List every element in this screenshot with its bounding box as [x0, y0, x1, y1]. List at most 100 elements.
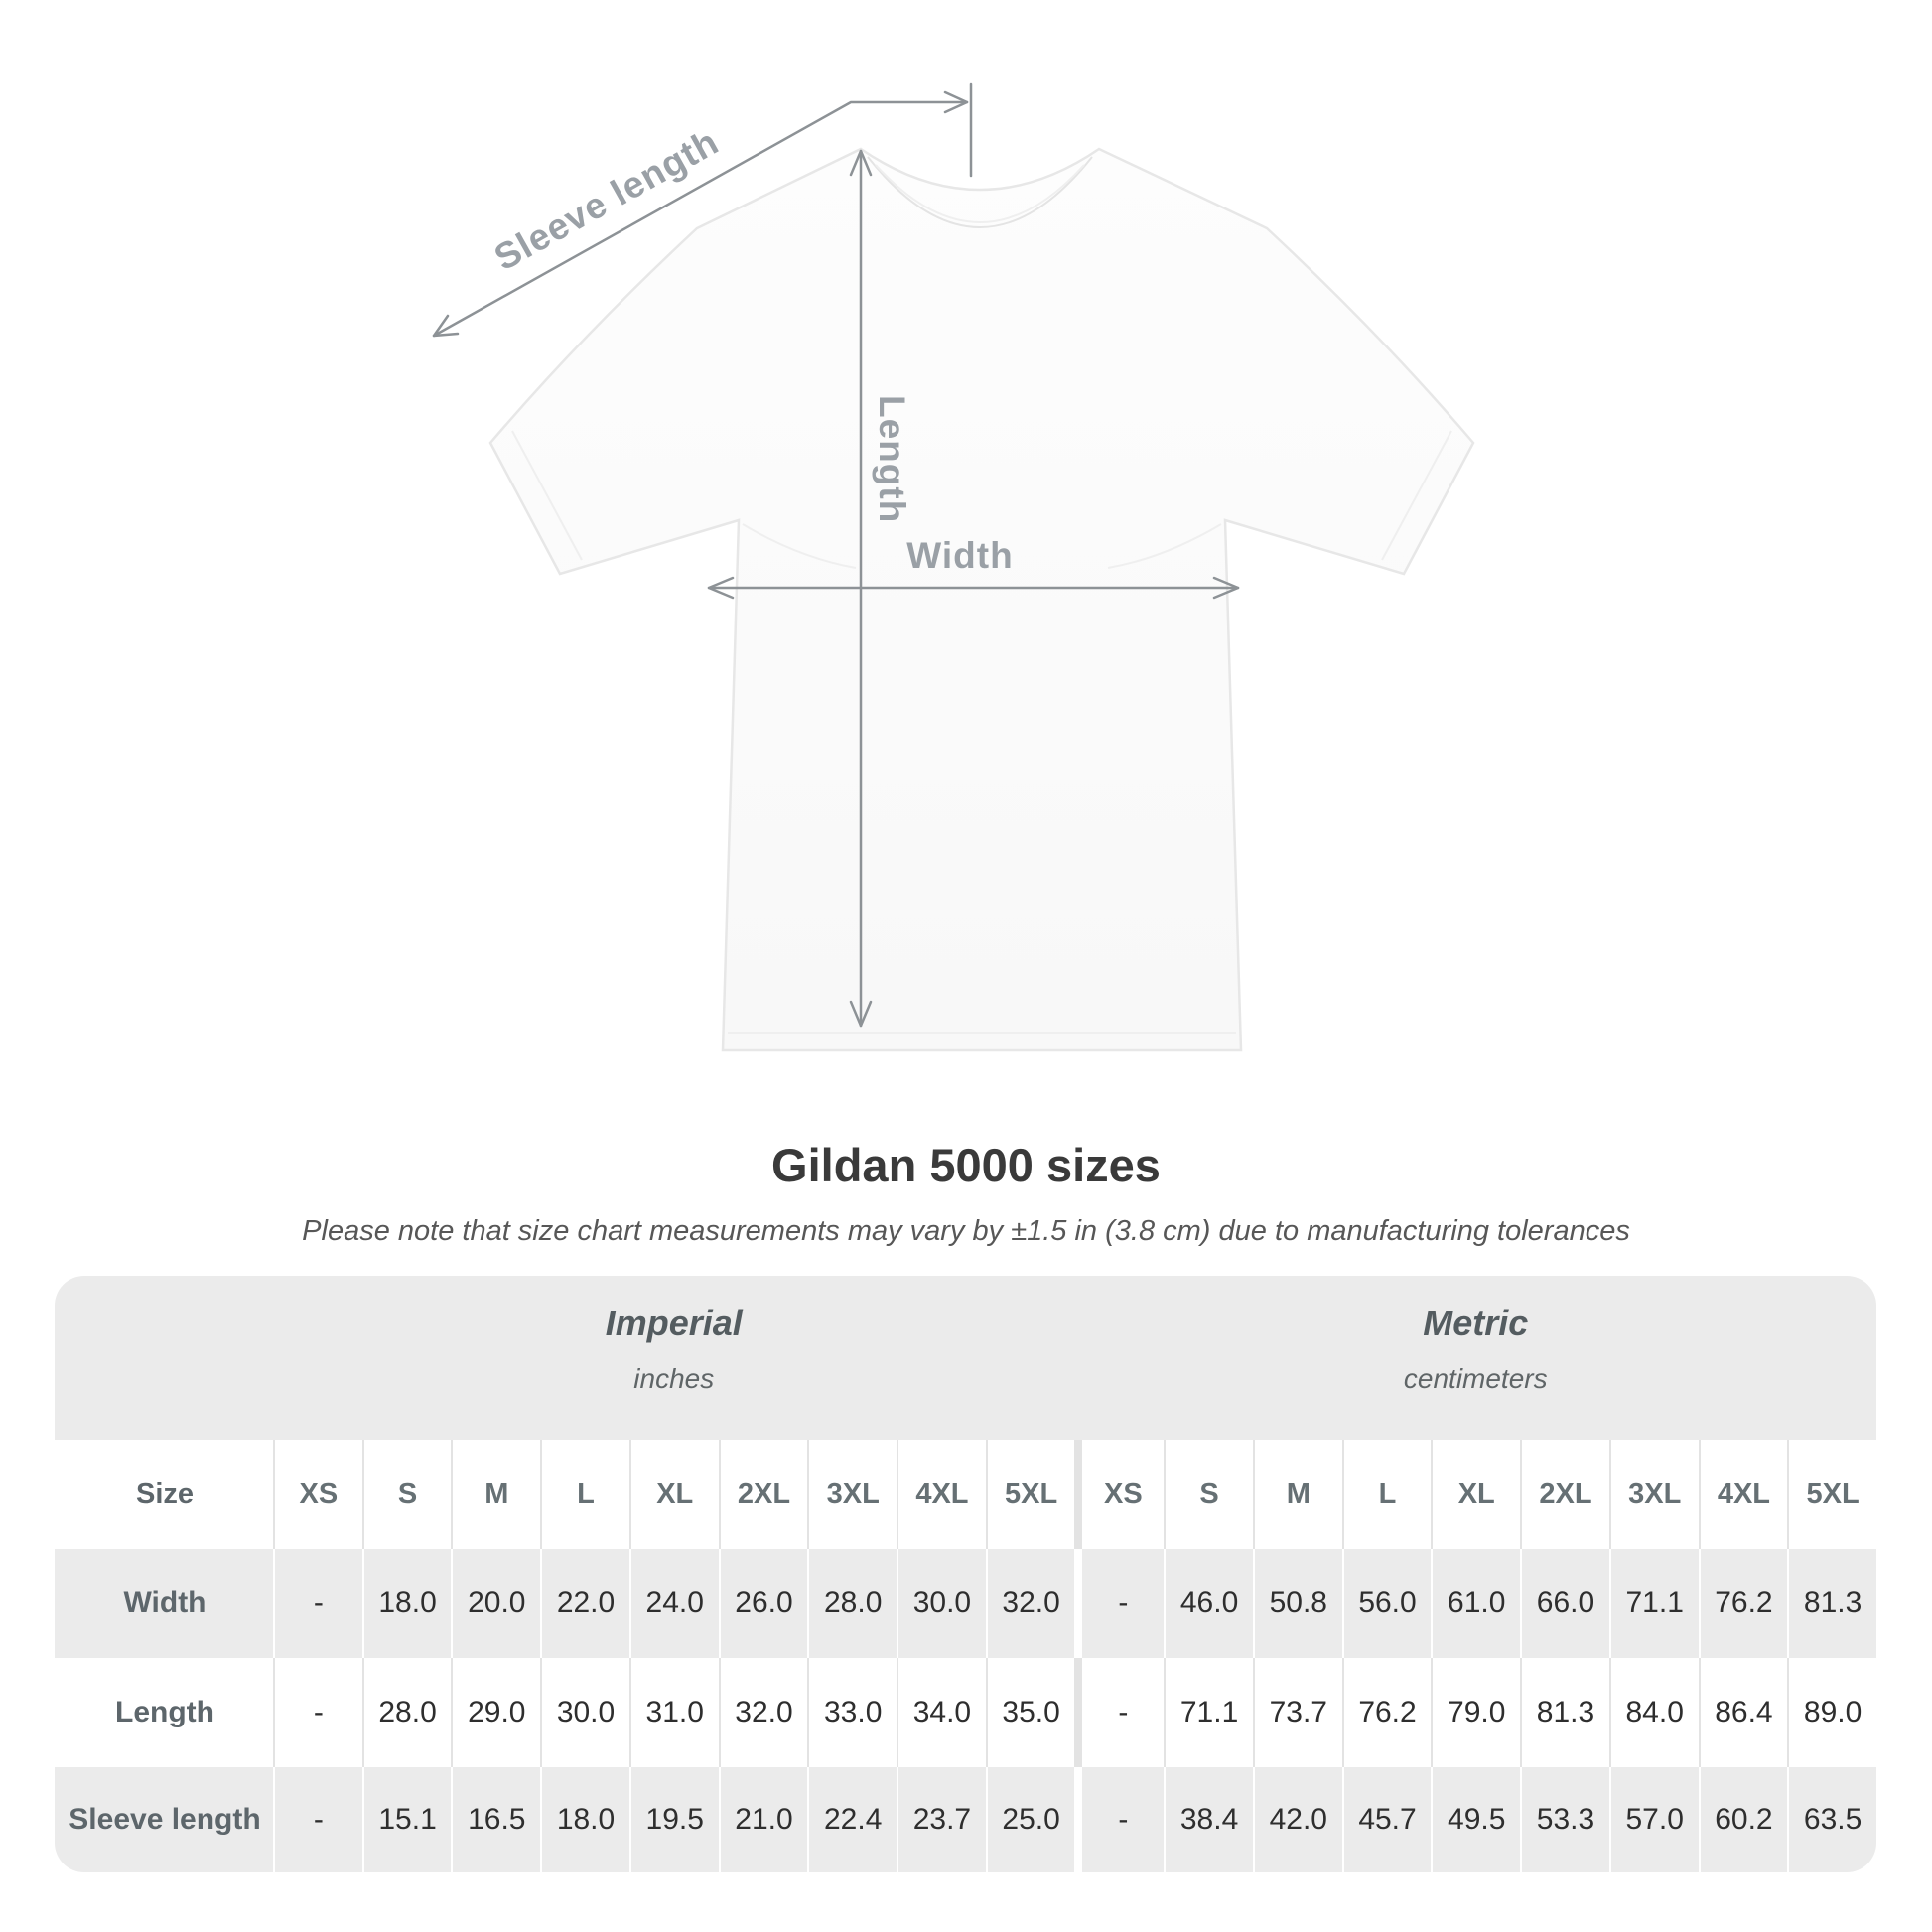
value-cell: 18.0: [361, 1549, 452, 1658]
value-cell: -: [1074, 1658, 1165, 1767]
value-cell: 33.0: [807, 1658, 897, 1767]
value-cell: 15.1: [361, 1767, 452, 1872]
arrowhead-right: [1212, 576, 1240, 600]
value-cell: 28.0: [361, 1658, 452, 1767]
value-cell: 22.4: [807, 1767, 897, 1872]
arrowhead-up: [849, 149, 873, 177]
row-label: Width: [55, 1549, 273, 1658]
value-cell: 19.5: [628, 1767, 719, 1872]
value-cell: -: [1074, 1767, 1165, 1872]
tshirt-measurement-diagram: Sleeve length Length Width: [432, 82, 1475, 1052]
value-cell: 38.4: [1164, 1767, 1253, 1872]
value-cell: 25.0: [985, 1767, 1075, 1872]
value-cell: 23.7: [897, 1767, 986, 1872]
width-annotation: Width: [707, 535, 1240, 600]
size-col-header: L: [1341, 1440, 1432, 1549]
size-col-header: XL: [628, 1440, 719, 1549]
size-col-header: M: [1252, 1440, 1342, 1549]
value-cell: 53.3: [1520, 1767, 1609, 1872]
value-cell: 57.0: [1608, 1767, 1699, 1872]
size-col-header: 4XL: [897, 1440, 986, 1549]
tshirt-body: [488, 147, 1475, 1052]
collar-inner-seam: [867, 156, 1093, 228]
value-cell: -: [1074, 1549, 1165, 1658]
tolerance-note: Please note that size chart measurements…: [302, 1215, 1630, 1247]
size-col-header: XL: [1431, 1440, 1521, 1549]
value-cell: 24.0: [628, 1549, 719, 1658]
value-cell: 18.0: [540, 1767, 629, 1872]
size-col-header: S: [361, 1440, 452, 1549]
value-cell: 16.5: [451, 1767, 541, 1872]
metric-group-header: Metric centimeters: [1075, 1276, 1877, 1440]
value-cell: 63.5: [1787, 1767, 1876, 1872]
collar-band-seam: [875, 164, 1085, 223]
value-cell: 22.0: [540, 1549, 629, 1658]
size-col-header: 4XL: [1698, 1440, 1788, 1549]
value-cell: 56.0: [1341, 1549, 1432, 1658]
size-col-header: 2XL: [718, 1440, 808, 1549]
row-label: Length: [55, 1658, 273, 1767]
value-cell: 66.0: [1520, 1549, 1609, 1658]
value-cell: 81.3: [1520, 1658, 1609, 1767]
value-cell: 21.0: [718, 1767, 808, 1872]
value-cell: 73.7: [1252, 1658, 1342, 1767]
arrowhead-left: [707, 576, 735, 600]
value-cell: 76.2: [1698, 1549, 1788, 1658]
value-cell: 49.5: [1431, 1767, 1521, 1872]
value-cell: 42.0: [1252, 1767, 1342, 1872]
value-cell: 79.0: [1431, 1658, 1521, 1767]
value-cell: 50.8: [1252, 1549, 1342, 1658]
size-col-header: 3XL: [807, 1440, 897, 1549]
value-cell: 89.0: [1787, 1658, 1876, 1767]
size-col-header: 2XL: [1520, 1440, 1609, 1549]
size-col-header: XS: [273, 1440, 362, 1549]
value-cell: 61.0: [1431, 1549, 1521, 1658]
imperial-group-header: Imperial inches: [273, 1276, 1075, 1440]
value-cell: -: [273, 1549, 362, 1658]
size-col-header: 5XL: [985, 1440, 1075, 1549]
value-cell: 46.0: [1164, 1549, 1253, 1658]
arrowhead-collar-end: [943, 90, 969, 114]
metric-label: Metric: [1423, 1303, 1529, 1343]
value-cell: 31.0: [628, 1658, 719, 1767]
value-cell: 29.0: [451, 1658, 541, 1767]
value-cell: 20.0: [451, 1549, 541, 1658]
value-cell: -: [273, 1767, 362, 1872]
right-cuff-seam: [1381, 430, 1452, 561]
value-cell: 45.7: [1341, 1767, 1432, 1872]
row-label: Sleeve length: [55, 1767, 273, 1872]
value-cell: -: [273, 1658, 362, 1767]
size-col-header: L: [540, 1440, 629, 1549]
size-table: Size XS S M L XL 2XL 3XL 4XL 5XL XS S M L XL 2XL 3XL 4XL 5…: [55, 1440, 1876, 1872]
unit-group-header: Imperial inches Metric centimeters: [55, 1276, 1876, 1440]
imperial-label: Imperial: [605, 1303, 743, 1343]
arrowhead-sleeve-end: [432, 314, 460, 338]
value-cell: 35.0: [985, 1658, 1075, 1767]
value-cell: 81.3: [1787, 1549, 1876, 1658]
value-cell: 71.1: [1608, 1549, 1699, 1658]
left-cuff-seam: [511, 430, 583, 561]
page-title: Gildan 5000 sizes: [771, 1139, 1161, 1191]
value-cell: 26.0: [718, 1549, 808, 1658]
value-cell: 32.0: [718, 1658, 808, 1767]
size-col-header: M: [451, 1440, 541, 1549]
value-cell: 71.1: [1164, 1658, 1253, 1767]
left-armpit-crease: [742, 523, 857, 569]
value-cell: 30.0: [897, 1549, 986, 1658]
value-cell: 76.2: [1341, 1658, 1432, 1767]
metric-unit-label: centimeters: [1403, 1363, 1548, 1394]
value-cell: 32.0: [985, 1549, 1075, 1658]
value-cell: 84.0: [1608, 1658, 1699, 1767]
value-cell: 86.4: [1698, 1658, 1788, 1767]
size-col-header: S: [1164, 1440, 1253, 1549]
length-label: Length: [872, 395, 912, 523]
size-header-cell: Size: [55, 1440, 273, 1549]
value-cell: 28.0: [807, 1549, 897, 1658]
unit-group-spacer: [55, 1276, 273, 1440]
size-col-header: XS: [1074, 1440, 1165, 1549]
size-table-card: Imperial inches Metric centimeters Size X…: [55, 1276, 1876, 1872]
value-cell: 34.0: [897, 1658, 986, 1767]
size-col-header: 3XL: [1608, 1440, 1699, 1549]
value-cell: 60.2: [1698, 1767, 1788, 1872]
tshirt-illustration: [488, 147, 1475, 1052]
